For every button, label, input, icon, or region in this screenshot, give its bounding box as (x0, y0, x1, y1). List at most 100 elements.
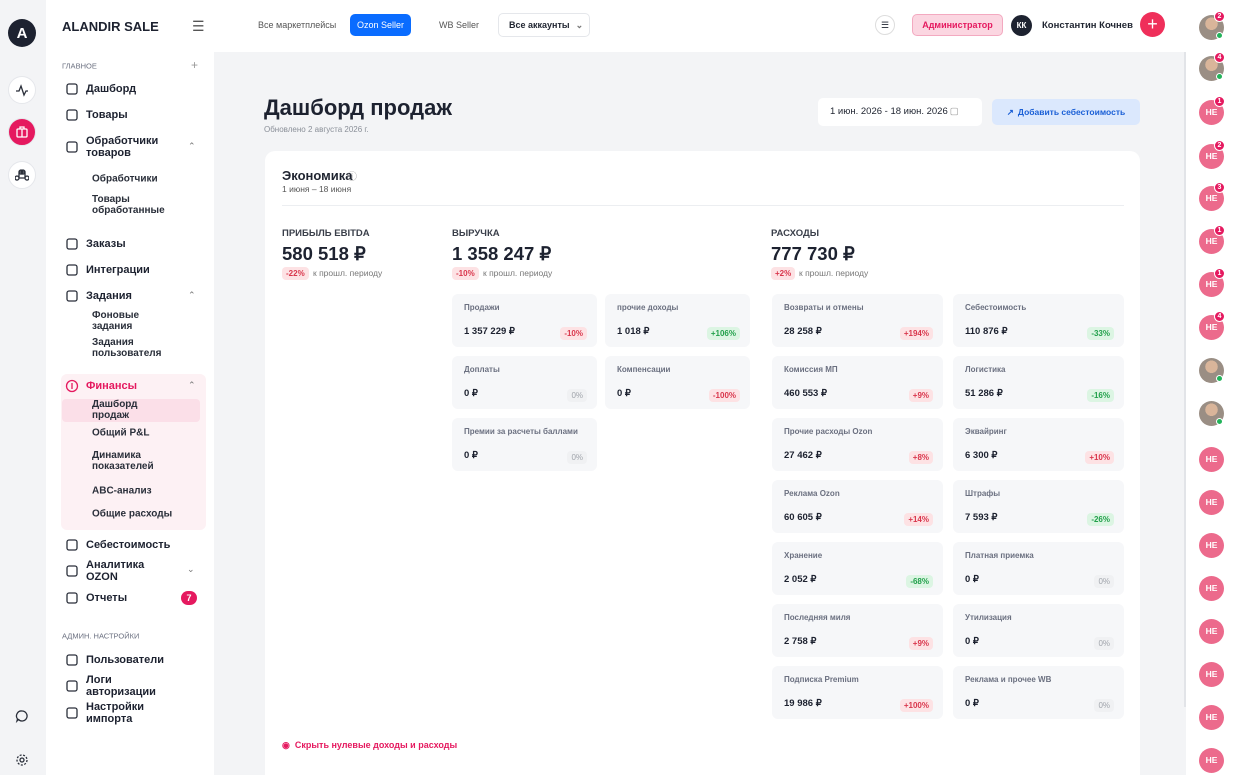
nav-subitem[interactable]: Общий P&L (92, 427, 150, 439)
metric-tile: Утилизация 0 ₽ 0% (953, 604, 1124, 657)
chat-avatar[interactable]: НЕ (1199, 576, 1224, 601)
add-cost-button[interactable]: ↗ Добавить себестоимость (992, 99, 1140, 125)
nav-subitem[interactable]: ABC-анализ (92, 485, 152, 497)
card-title: Экономика (282, 168, 353, 183)
nav-item[interactable]: Дашборд (86, 83, 137, 95)
expand-chevron: ⌃ (188, 290, 196, 300)
tile-change: +8% (908, 451, 933, 464)
nav-icon-button[interactable] (8, 161, 36, 189)
tile-value: 2 758 ₽ (784, 636, 817, 647)
add-section[interactable]: + (191, 58, 199, 72)
tile-name: Премии за расчеты баллами (464, 427, 578, 436)
settings-icon[interactable] (15, 753, 29, 767)
nav-subitem[interactable]: Задания пользователя (92, 337, 162, 359)
nav-item[interactable]: Финансы (86, 380, 138, 392)
marketplace-tab[interactable]: WB Seller (439, 20, 480, 30)
tile-name: Прочие расходы Ozon (784, 427, 873, 436)
metric-value: 777 730 ₽ (771, 243, 855, 264)
nav-subitem[interactable]: Общие расходы (92, 508, 173, 520)
chat-avatar[interactable]: НЕ (1199, 705, 1224, 730)
metric-tile: Штрафы 7 593 ₽ -26% (953, 480, 1124, 533)
tile-change: 0% (567, 389, 587, 402)
metric-tile: Прочие расходы Ozon 27 462 ₽ +8% (772, 418, 943, 471)
nav-icon-button[interactable] (8, 118, 36, 146)
tile-value: 19 986 ₽ (784, 698, 822, 709)
metric-tile: Комиссия МП 460 553 ₽ +9% (772, 356, 943, 409)
chat-avatar[interactable]: НЕ 1 (1199, 268, 1225, 297)
user-name[interactable]: Константин Кочнев (1042, 20, 1133, 31)
nav-item[interactable]: Задания (86, 290, 132, 302)
nav-item-icon (65, 379, 79, 393)
nav-item-icon (65, 679, 79, 693)
nav-icon-button[interactable] (8, 76, 36, 104)
chat-avatar[interactable]: НЕ (1199, 490, 1224, 515)
metric-label: РАСХОДЫ (771, 228, 820, 239)
nav-subitem[interactable]: Товары обработанные (92, 194, 165, 216)
tile-change: -100% (708, 389, 740, 402)
nav-item[interactable]: Товары (86, 109, 128, 121)
chat-avatar[interactable]: НЕ (1199, 447, 1224, 472)
chat-avatar[interactable]: НЕ 1 (1199, 225, 1225, 254)
compare-label: к прошл. периоду (799, 268, 869, 278)
nav-icon (14, 168, 30, 182)
unread-badge: 4 (1214, 52, 1225, 63)
nav-item[interactable]: Аналитика OZON (86, 559, 145, 583)
chat-avatar[interactable]: НЕ (1199, 619, 1224, 644)
nav-item[interactable]: Настройки импорта (86, 701, 145, 725)
nav-item[interactable]: Заказы (86, 238, 126, 250)
card-subtitle: 1 июня – 18 июня (282, 184, 352, 194)
tile-name: Последняя миля (784, 613, 851, 622)
chat-icon[interactable] (15, 709, 29, 724)
marketplace-tab[interactable]: Все маркетплейсы (258, 20, 337, 30)
nav-item[interactable]: Себестоимость (86, 539, 171, 551)
hide-zero-link[interactable]: ◉ Скрыть нулевые доходы и расходы (282, 740, 458, 750)
nav-item[interactable]: Логи авторизации (86, 674, 156, 698)
active-item-bg (62, 399, 200, 422)
add-cost-label: Добавить себестоимость (1017, 107, 1126, 117)
nav-item[interactable]: Пользователи (86, 654, 165, 666)
chat-avatar[interactable]: 4 (1199, 52, 1225, 81)
tile-change: +100% (899, 699, 933, 712)
nav-subitem[interactable]: Дашборд продаж (92, 399, 138, 421)
tile-name: Платная приемка (965, 551, 1034, 560)
nav-subitem[interactable]: Обработчики (92, 173, 158, 185)
tile-change: -26% (1087, 513, 1114, 526)
accounts-select[interactable]: Все аккаунты ⌄ (498, 13, 590, 37)
updated-note: Обновлено 2 августа 2026 г. (264, 125, 369, 134)
add-button[interactable]: + (1140, 12, 1165, 37)
tile-name: прочие доходы (617, 303, 679, 312)
metric-change: +2% (771, 267, 796, 280)
user-avatar[interactable]: КК (1011, 15, 1032, 36)
chat-avatar[interactable]: НЕ 3 (1199, 182, 1225, 211)
chat-avatar[interactable]: НЕ (1199, 533, 1224, 558)
chat-avatar[interactable]: НЕ 1 (1199, 96, 1225, 125)
menu-button[interactable]: ☰ (875, 15, 895, 35)
nav-item[interactable]: Отчеты (86, 592, 128, 604)
tile-value: 28 258 ₽ (784, 326, 822, 337)
tile-name: Себестоимость (965, 303, 1027, 312)
chat-avatar[interactable]: НЕ 2 (1199, 140, 1225, 169)
tile-name: Эквайринг (965, 427, 1007, 436)
chat-avatar[interactable] (1199, 401, 1224, 426)
tile-value: 60 605 ₽ (784, 512, 822, 523)
nav-item[interactable]: Обработчики товаров (86, 135, 159, 159)
chat-avatar[interactable]: НЕ (1199, 748, 1224, 773)
unread-badge: 1 (1214, 96, 1225, 107)
menu-toggle[interactable]: ☰ (192, 18, 205, 34)
accounts-label: Все аккаунты (509, 20, 570, 30)
tile-value: 27 462 ₽ (784, 450, 822, 461)
date-range[interactable]: 1 июн. 2026 - 18 июн. 2026 ▢ (818, 98, 982, 126)
nav-item[interactable]: Интеграции (86, 264, 150, 276)
chat-avatar[interactable] (1199, 358, 1224, 383)
metric-tile: Логистика 51 286 ₽ -16% (953, 356, 1124, 409)
right-rail (1186, 0, 1240, 775)
chat-avatar[interactable]: НЕ 4 (1199, 311, 1225, 340)
metric-tile: Реклама Ozon 60 605 ₽ +14% (772, 480, 943, 533)
marketplace-tab[interactable]: Ozon Seller (350, 14, 412, 36)
chat-avatar[interactable]: 2 (1199, 11, 1225, 40)
chat-avatar[interactable]: НЕ (1199, 662, 1224, 687)
nav-subitem[interactable]: Динамика показателей (92, 450, 154, 472)
nav-subitem[interactable]: Фоновые задания (92, 310, 140, 332)
compare-label: к прошл. периоду (483, 268, 553, 278)
metric-tile: Подписка Premium 19 986 ₽ +100% (772, 666, 943, 719)
